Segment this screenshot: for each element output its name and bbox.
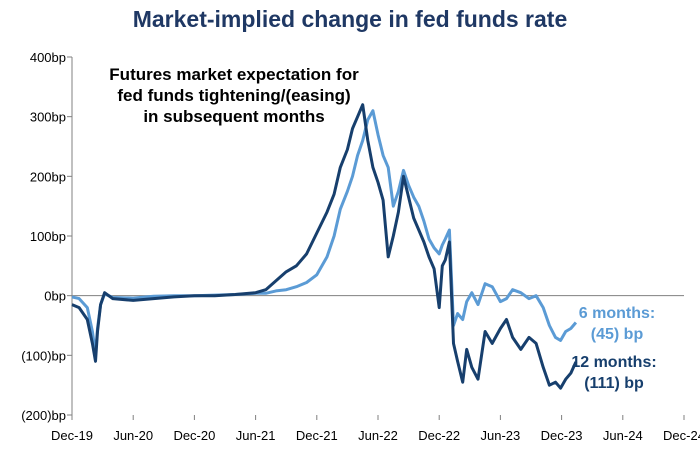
chart-annotation: Futures market expectation for	[109, 65, 359, 84]
y-tick-label: (100)bp	[21, 348, 66, 363]
series-line-12-months	[71, 103, 578, 390]
chart-title: Market-implied change in fed funds rate	[132, 6, 568, 32]
annotation-layer: 6 months: (45) bp 12 months: (111) bp Future…	[109, 65, 656, 392]
x-tick-label: Jun-22	[358, 428, 398, 443]
y-tick-label: (200)bp	[21, 408, 66, 423]
x-tick-label: Jun-21	[236, 428, 276, 443]
series-line-6-months	[71, 109, 578, 355]
x-tick-label: Jun-20	[113, 428, 153, 443]
series-end-label: 6 months:	[579, 305, 655, 322]
chart-annotation: fed funds tightening/(easing)	[117, 86, 350, 105]
x-tick-label: Dec-23	[541, 428, 583, 443]
series-end-label: 12 months:	[571, 354, 656, 371]
series-end-label: (45) bp	[591, 326, 644, 343]
y-tick-label: 400bp	[30, 50, 66, 65]
x-tick-label: Dec-20	[173, 428, 215, 443]
series-layer	[71, 103, 578, 390]
chart-axes: 400bp 300bp 200bp 100bp 0bp (100)bp (200)bp Dec…	[21, 50, 700, 443]
y-tick-label: 200bp	[30, 169, 66, 184]
x-tick-label: Dec-21	[296, 428, 338, 443]
x-tick-label: Dec-19	[51, 428, 93, 443]
y-tick-label: 0bp	[44, 289, 66, 304]
chart-annotation: in subsequent months	[143, 107, 324, 126]
x-tick-label: Dec-24	[663, 428, 700, 443]
y-tick-label: 300bp	[30, 110, 66, 125]
series-end-label: (111) bp	[584, 375, 644, 392]
x-tick-label: Dec-22	[418, 428, 460, 443]
x-tick-label: Jun-23	[481, 428, 521, 443]
x-tick-label: Jun-24	[603, 428, 643, 443]
y-tick-label: 100bp	[30, 229, 66, 244]
